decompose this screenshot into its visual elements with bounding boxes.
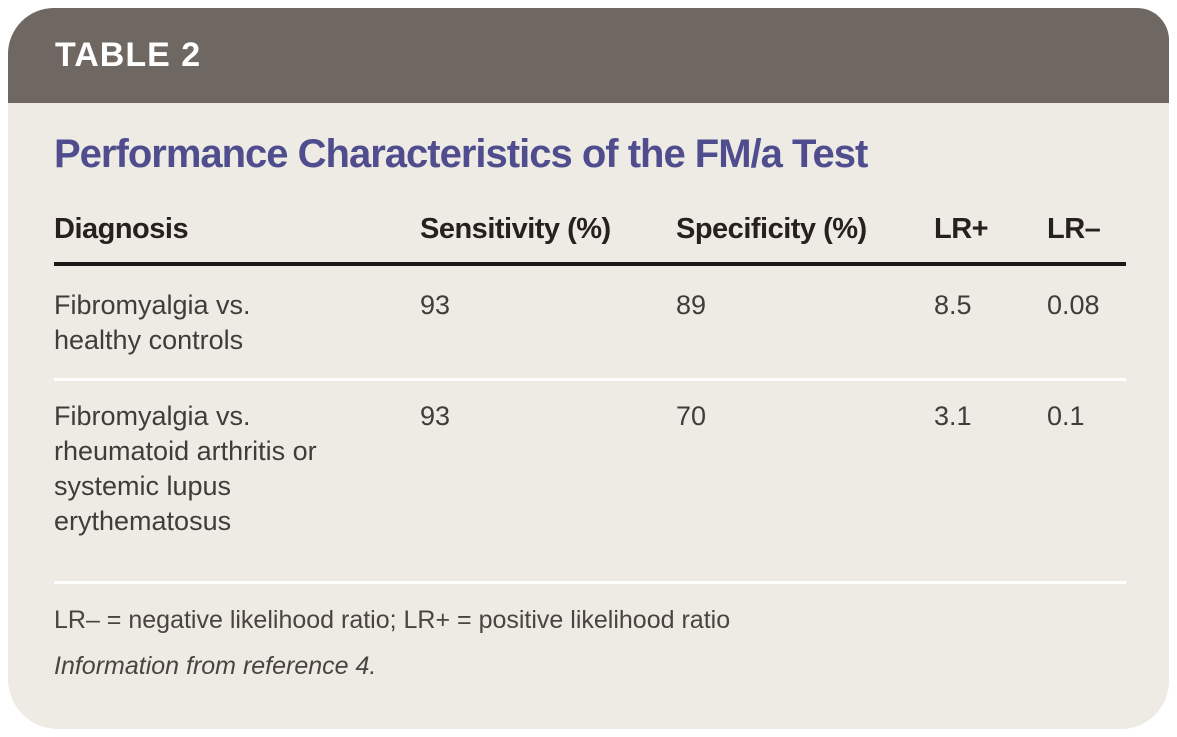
table-row: Fibromyalgia vs. healthy controls 93 89 … xyxy=(54,266,1126,378)
table-bottom-separator xyxy=(54,581,1126,584)
cell-sensitivity: 93 xyxy=(420,290,451,320)
table-number-label: TABLE 2 xyxy=(55,36,202,74)
column-header-diagnosis: Diagnosis xyxy=(54,213,189,245)
abbreviations-footnote: LR– = negative likelihood ratio; LR+ = p… xyxy=(54,606,731,634)
table-title: Performance Characteristics of the FM/a … xyxy=(54,132,868,176)
column-header-lr-plus: LR+ xyxy=(934,213,989,245)
cell-sensitivity: 93 xyxy=(420,401,451,431)
diagnosis-text: Fibromyalgia vs. healthy controls xyxy=(54,290,251,355)
data-table: Diagnosis Sensitivity (%) Specificity (%… xyxy=(54,213,1126,584)
table-card: TABLE 2 Performance Characteristics of t… xyxy=(8,8,1169,729)
table-header-bar: TABLE 2 xyxy=(8,8,1169,103)
cell-diagnosis: Fibromyalgia vs. rheumatoid arthritis or… xyxy=(54,399,420,539)
cell-lr-minus: 0.08 xyxy=(1047,290,1100,320)
diagnosis-text: Fibromyalgia vs. rheumatoid arthritis or… xyxy=(54,401,317,536)
cell-specificity: 70 xyxy=(676,401,707,431)
cell-lr-plus: 8.5 xyxy=(934,290,972,320)
table-header-row: Diagnosis Sensitivity (%) Specificity (%… xyxy=(54,213,1126,245)
header-rule xyxy=(54,262,1126,266)
table-row: Fibromyalgia vs. rheumatoid arthritis or… xyxy=(54,381,1126,581)
cell-lr-plus: 3.1 xyxy=(934,401,972,431)
cell-specificity: 89 xyxy=(676,290,707,320)
row-separator xyxy=(54,378,1126,381)
column-header-lr-minus: LR– xyxy=(1047,213,1101,245)
column-header-specificity: Specificity (%) xyxy=(676,213,867,245)
table-card-body: Performance Characteristics of the FM/a … xyxy=(8,131,1169,681)
source-footnote: Information from reference 4. xyxy=(54,652,377,680)
cell-diagnosis: Fibromyalgia vs. healthy controls xyxy=(54,288,420,358)
column-header-sensitivity: Sensitivity (%) xyxy=(420,213,611,245)
cell-lr-minus: 0.1 xyxy=(1047,401,1085,431)
